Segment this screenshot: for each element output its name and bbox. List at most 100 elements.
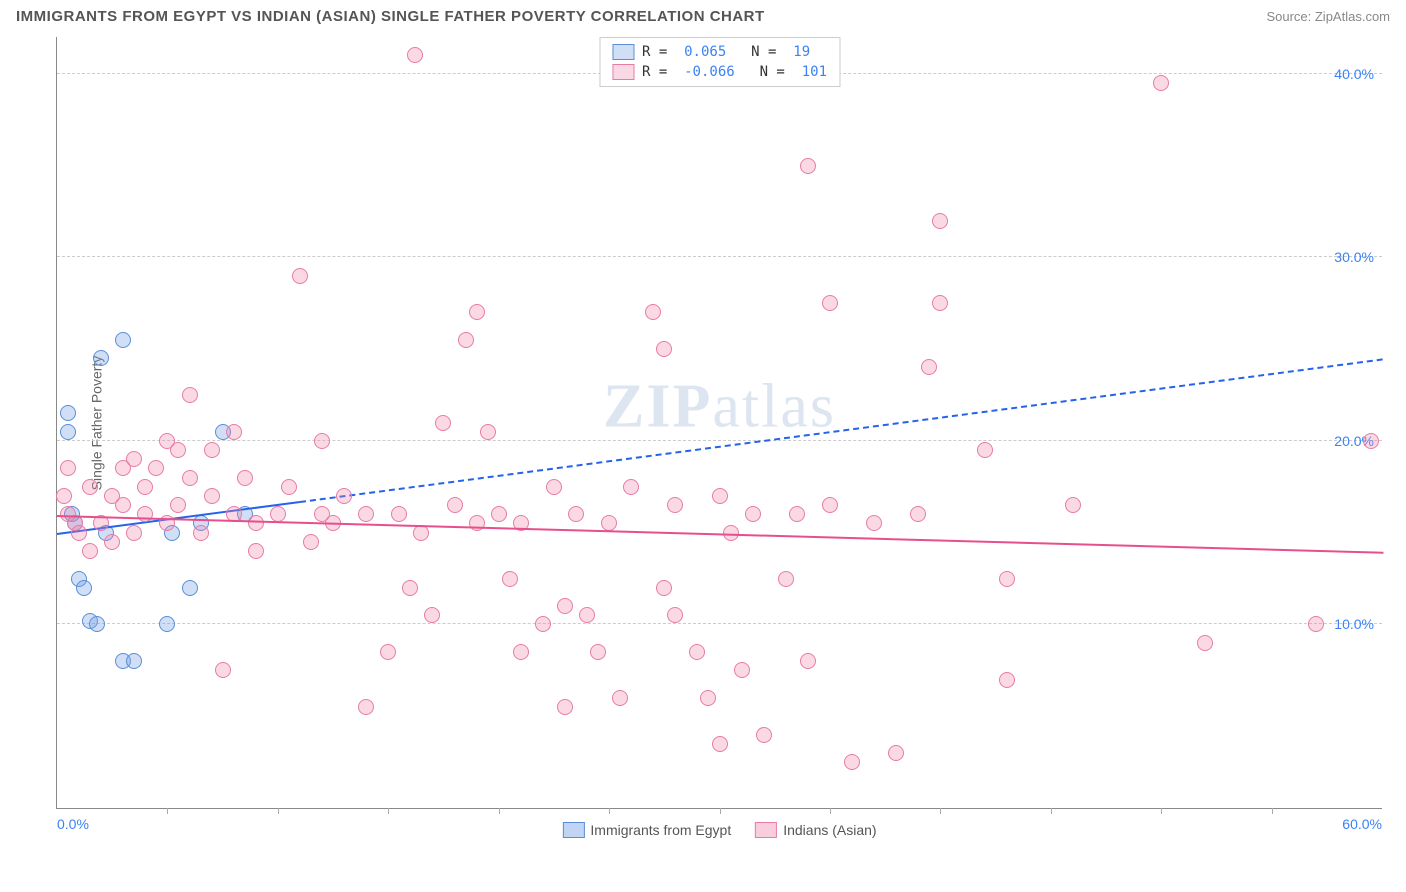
scatter-point	[402, 580, 418, 596]
y-tick-label: 40.0%	[1334, 66, 1374, 82]
scatter-point	[601, 515, 617, 531]
scatter-point	[590, 644, 606, 660]
scatter-point	[656, 341, 672, 357]
scatter-point	[126, 451, 142, 467]
x-tick	[720, 808, 721, 814]
scatter-point	[822, 295, 838, 311]
scatter-point	[159, 616, 175, 632]
scatter-point	[1153, 75, 1169, 91]
scatter-point	[358, 699, 374, 715]
legend-swatch	[612, 64, 634, 80]
scatter-point	[932, 213, 948, 229]
scatter-point	[910, 506, 926, 522]
scatter-point	[579, 607, 595, 623]
x-tick	[609, 808, 610, 814]
chart-title: IMMIGRANTS FROM EGYPT VS INDIAN (ASIAN) …	[16, 8, 765, 25]
scatter-point	[800, 158, 816, 174]
scatter-point	[358, 506, 374, 522]
x-axis-min-label: 0.0%	[57, 816, 89, 832]
scatter-point	[182, 580, 198, 596]
x-tick	[1161, 808, 1162, 814]
scatter-point	[226, 424, 242, 440]
scatter-point	[1065, 497, 1081, 513]
scatter-point	[612, 690, 628, 706]
scatter-point	[170, 442, 186, 458]
scatter-point	[689, 644, 705, 660]
chart-container: Single Father Poverty ZIPatlas R = 0.065…	[16, 29, 1390, 849]
series-legend: Immigrants from Egypt Indians (Asian)	[562, 822, 876, 838]
legend-row: R = -0.066 N = 101	[612, 62, 827, 82]
x-axis-max-label: 60.0%	[1342, 816, 1382, 832]
scatter-point	[999, 672, 1015, 688]
x-tick	[1051, 808, 1052, 814]
scatter-point	[1363, 433, 1379, 449]
scatter-point	[700, 690, 716, 706]
scatter-point	[977, 442, 993, 458]
scatter-point	[248, 543, 264, 559]
scatter-point	[380, 644, 396, 660]
scatter-point	[645, 304, 661, 320]
scatter-point	[557, 598, 573, 614]
trend-line-extrapolated	[300, 359, 1383, 504]
scatter-point	[204, 488, 220, 504]
scatter-point	[126, 525, 142, 541]
x-tick	[830, 808, 831, 814]
scatter-point	[734, 662, 750, 678]
scatter-point	[568, 506, 584, 522]
y-tick-label: 30.0%	[1334, 249, 1374, 265]
chart-source: Source: ZipAtlas.com	[1266, 9, 1390, 24]
scatter-point	[1308, 616, 1324, 632]
scatter-point	[126, 653, 142, 669]
gridline	[57, 256, 1382, 257]
scatter-point	[248, 515, 264, 531]
legend-swatch	[612, 44, 634, 60]
legend-label: Immigrants from Egypt	[590, 822, 731, 838]
legend-label: Indians (Asian)	[783, 822, 876, 838]
scatter-point	[148, 460, 164, 476]
scatter-point	[546, 479, 562, 495]
scatter-point	[407, 47, 423, 63]
legend-item: Indians (Asian)	[755, 822, 876, 838]
scatter-point	[435, 415, 451, 431]
scatter-point	[999, 571, 1015, 587]
legend-swatch	[562, 822, 584, 838]
scatter-point	[314, 433, 330, 449]
legend-n-value: N = 101	[743, 64, 827, 80]
scatter-point	[932, 295, 948, 311]
scatter-point	[712, 488, 728, 504]
scatter-point	[215, 662, 231, 678]
legend-r-value: R = -0.066	[642, 64, 735, 80]
scatter-point	[480, 424, 496, 440]
plot-area: Single Father Poverty ZIPatlas R = 0.065…	[56, 37, 1382, 809]
gridline	[57, 440, 1382, 441]
scatter-point	[822, 497, 838, 513]
scatter-point	[513, 644, 529, 660]
x-tick	[388, 808, 389, 814]
scatter-point	[82, 479, 98, 495]
scatter-point	[303, 534, 319, 550]
scatter-point	[458, 332, 474, 348]
scatter-point	[557, 699, 573, 715]
y-axis-label: Single Father Poverty	[88, 355, 104, 490]
scatter-point	[844, 754, 860, 770]
scatter-point	[712, 736, 728, 752]
scatter-point	[502, 571, 518, 587]
scatter-point	[204, 442, 220, 458]
scatter-point	[60, 405, 76, 421]
scatter-point	[56, 488, 72, 504]
scatter-point	[292, 268, 308, 284]
scatter-point	[424, 607, 440, 623]
scatter-point	[469, 304, 485, 320]
scatter-point	[170, 497, 186, 513]
y-tick-label: 10.0%	[1334, 616, 1374, 632]
scatter-point	[1197, 635, 1213, 651]
gridline	[57, 623, 1382, 624]
scatter-point	[756, 727, 772, 743]
legend-n-value: N = 19	[734, 44, 810, 60]
scatter-point	[281, 479, 297, 495]
scatter-point	[71, 525, 87, 541]
legend-swatch	[755, 822, 777, 838]
scatter-point	[60, 460, 76, 476]
scatter-point	[336, 488, 352, 504]
scatter-point	[115, 497, 131, 513]
